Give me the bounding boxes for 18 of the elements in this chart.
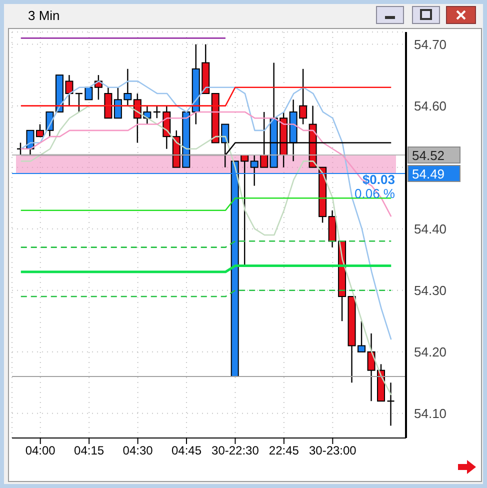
ref-line-label: 54.52 [412, 148, 445, 164]
x-tick-label: 22:45 [268, 444, 300, 458]
x-tick-label: 04:30 [122, 444, 154, 458]
x-tick-label: 30-22:30 [212, 444, 260, 458]
annotation: $0.03 [362, 172, 395, 187]
y-tick-label: 54.70 [414, 36, 447, 52]
x-tick-label: 04:00 [25, 444, 56, 458]
x-tick-label: 04:45 [171, 444, 202, 458]
y-tick-label: 54.40 [414, 221, 447, 236]
y-tick-label: 54.20 [414, 344, 447, 360]
annotation: 0.06 % [354, 186, 395, 201]
y-tick-label: 54.10 [414, 406, 447, 422]
x-tick-label: 04:15 [74, 444, 104, 458]
chart-title: 3 Min [28, 8, 60, 23]
x-tick-label: 30-23:00 [308, 444, 357, 458]
ref-line-label: 54.49 [412, 166, 445, 182]
y-tick-label: 54.30 [414, 282, 447, 298]
y-tick-label: 54.60 [414, 98, 447, 114]
